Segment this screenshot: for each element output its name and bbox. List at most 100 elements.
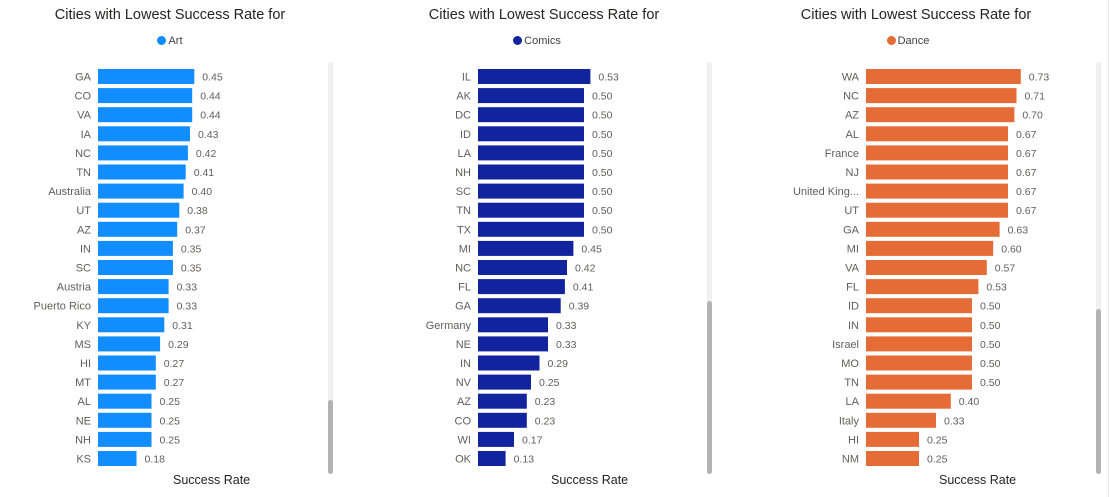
bar-plot[interactable]: IL 0.53 AK 0.50 DC 0.50 ID 0.50 LA 0.50 NH 0.50 SC 0.… [380, 0, 720, 497]
scrollbar[interactable] [707, 62, 712, 474]
bar[interactable] [98, 336, 161, 352]
bar[interactable] [98, 164, 186, 180]
scrollbar[interactable] [328, 62, 333, 474]
bar[interactable] [866, 221, 1000, 237]
bar[interactable] [866, 412, 936, 428]
bar-plot[interactable]: GA 0.45 CO 0.44 VA 0.44 IA 0.43 NC 0.42 TN 0.41 Aust… [0, 0, 340, 497]
bar[interactable] [866, 164, 1008, 180]
bar-plot[interactable]: WA 0.73 NC 0.71 AZ 0.70 AL 0.67 France 0.67 NJ 0.67… [760, 0, 1111, 497]
category-label: IA [81, 129, 92, 141]
legend[interactable]: Art [0, 35, 340, 47]
bar[interactable] [866, 126, 1008, 142]
bar[interactable] [478, 240, 574, 256]
bar[interactable] [98, 183, 184, 199]
category-label: NE [456, 339, 471, 351]
bar[interactable] [866, 69, 1021, 84]
bar[interactable] [478, 88, 584, 104]
bar[interactable] [866, 393, 951, 409]
data-label: 0.33 [556, 339, 577, 351]
bar[interactable] [98, 145, 188, 161]
bar[interactable] [98, 107, 193, 123]
bar[interactable] [866, 374, 972, 390]
category-label: SC [76, 263, 91, 275]
data-label: 0.42 [196, 148, 217, 160]
bar[interactable] [478, 431, 514, 447]
bar[interactable] [478, 145, 584, 161]
bar[interactable] [866, 336, 972, 352]
bar[interactable] [478, 183, 584, 199]
data-label: 0.50 [980, 358, 1001, 370]
bar[interactable] [866, 240, 994, 256]
bar[interactable] [478, 298, 561, 314]
data-label: 0.60 [1001, 243, 1022, 255]
bar[interactable] [866, 107, 1015, 123]
bar[interactable] [98, 126, 190, 142]
data-label: 0.40 [959, 396, 980, 408]
bar[interactable] [866, 431, 919, 447]
scrollbar-thumb[interactable] [707, 300, 712, 474]
category-label: United King... [793, 186, 859, 198]
bar[interactable] [98, 412, 152, 428]
data-label: 0.43 [198, 129, 219, 141]
bar[interactable] [98, 431, 152, 447]
bar[interactable] [866, 355, 972, 371]
category-label: WA [842, 72, 860, 84]
bar[interactable] [478, 279, 565, 295]
bar[interactable] [98, 317, 165, 333]
category-label: Austria [57, 282, 92, 294]
bar[interactable] [98, 240, 173, 256]
bar[interactable] [478, 202, 584, 218]
bar[interactable] [478, 126, 584, 142]
bar[interactable] [478, 374, 531, 390]
bar[interactable] [478, 355, 540, 371]
bar[interactable] [98, 451, 137, 466]
data-label: 0.50 [980, 339, 1001, 351]
bar[interactable] [478, 69, 591, 84]
data-label: 0.25 [927, 454, 948, 466]
bar[interactable] [866, 88, 1017, 104]
bar[interactable] [478, 107, 584, 123]
scrollbar[interactable] [1096, 62, 1101, 474]
bar[interactable] [866, 298, 972, 314]
bar[interactable] [98, 88, 193, 104]
bar[interactable] [98, 374, 156, 390]
bar[interactable] [478, 451, 506, 466]
bar[interactable] [866, 279, 979, 295]
category-label: UT [76, 205, 91, 217]
scrollbar-thumb[interactable] [328, 399, 333, 474]
bar[interactable] [866, 183, 1008, 199]
bar[interactable] [98, 221, 178, 237]
data-label: 0.50 [980, 320, 1001, 332]
bar[interactable] [98, 393, 152, 409]
chart-panel-art: Cities with Lowest Success Rate for Art … [0, 0, 340, 497]
bar[interactable] [866, 451, 919, 466]
data-label: 0.35 [181, 243, 202, 255]
bar[interactable] [478, 412, 527, 428]
bar[interactable] [866, 317, 972, 333]
category-label: AZ [77, 224, 91, 236]
bar[interactable] [98, 260, 173, 275]
legend[interactable]: Comics [367, 35, 707, 47]
bar[interactable] [98, 279, 169, 295]
bar[interactable] [866, 145, 1008, 161]
bar[interactable] [478, 164, 584, 180]
bar[interactable] [98, 298, 169, 314]
category-label: MI [459, 243, 471, 255]
bar[interactable] [478, 317, 548, 333]
bar[interactable] [98, 69, 195, 84]
bar[interactable] [478, 221, 584, 237]
category-label: IL [462, 72, 471, 84]
bar[interactable] [98, 202, 180, 218]
bar[interactable] [478, 336, 548, 352]
legend-label: Dance [897, 35, 930, 47]
bar[interactable] [98, 355, 156, 371]
bar[interactable] [478, 260, 567, 275]
category-label: UT [844, 205, 859, 217]
bar[interactable] [866, 202, 1008, 218]
bar[interactable] [478, 393, 527, 409]
bar[interactable] [866, 260, 987, 275]
legend[interactable]: Dance [738, 35, 1078, 47]
x-axis-label: Success Rate [173, 473, 251, 487]
data-label: 0.39 [569, 301, 590, 313]
scrollbar-thumb[interactable] [1096, 309, 1101, 474]
